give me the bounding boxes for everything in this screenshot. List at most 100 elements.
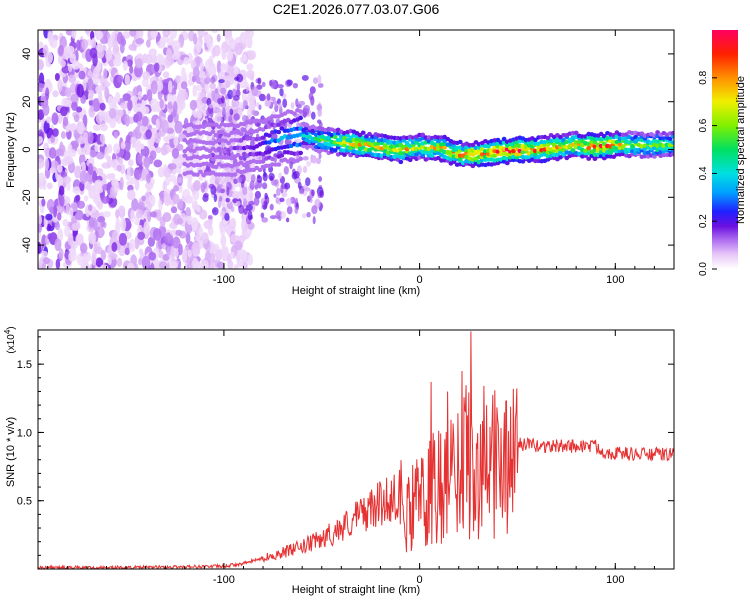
heatmap-cell [68,207,74,218]
heatmap-cell [204,76,211,85]
heatmap-cell [76,121,85,135]
heatmap-cell [246,69,255,79]
heatmap-cell [57,212,62,221]
heatmap-cell [217,71,226,81]
heatmap-cell [141,115,149,127]
heatmap-cell [117,109,124,117]
heatmap-cell [124,114,130,127]
heatmap-cell [238,131,244,136]
heatmap-cell [317,83,324,88]
heatmap-cell [122,60,128,71]
heatmap-cell [153,132,162,144]
heatmap-cell [243,208,248,215]
heatmap-cell [116,164,122,172]
heatmap-cell [592,156,598,161]
heatmap-cell [47,31,53,43]
heatmap-cell [76,200,86,209]
heatmap-cell [192,111,200,118]
heatmap-cell [470,142,476,148]
snr-series [38,331,674,569]
heatmap-cell [367,131,372,137]
heatmap-cell [126,180,134,187]
heatmap-cell [228,115,233,123]
heatmap-cell [164,232,174,244]
heatmap-cell [103,81,111,88]
heatmap-cell [192,66,200,78]
heatmap-cell [158,261,168,269]
heatmap-cell [127,158,134,167]
heatmap-cell [87,78,94,92]
heatmap-cell [193,261,201,269]
heatmap-cell [71,215,77,226]
heatmap-cell [273,193,277,198]
heatmap-cell [147,236,156,247]
heatmap-cell [150,80,158,95]
heatmap-cell [298,189,305,195]
heatmap-cell [261,182,268,190]
heatmap-cell [191,242,201,256]
heatmap-cell [301,74,309,81]
heatmap-cell [143,220,150,235]
heatmap-cell [360,130,366,135]
heatmap-cell [256,102,260,108]
x-tick-label: -100 [213,274,235,286]
heatmap-cell [318,153,322,159]
heatmap-cell [195,56,201,68]
heatmap-cell [236,83,241,91]
heatmap-cell [290,101,295,109]
heatmap-cell [95,167,104,175]
heatmap-cell [55,148,64,156]
snr-y-label: SNR (10 * v/v) [5,417,17,487]
heatmap-cell [233,264,239,269]
heatmap-cell [182,153,188,158]
heatmap-cell [249,191,254,200]
heatmap-cell [131,139,137,149]
heatmap-cell [257,167,263,173]
heatmap-cell [136,209,143,219]
heatmap-cell [88,232,97,245]
heatmap-cell [73,114,80,123]
heatmap-cell [38,136,44,144]
heatmap-cell [44,157,50,171]
heatmap-cell [286,206,293,215]
heatmap-cell [126,262,135,269]
heatmap-cell [68,74,77,84]
heatmap-cell [112,57,122,67]
heatmap-cell [234,42,244,55]
heatmap-cell [135,139,141,148]
y-tick-label: 20 [21,96,33,108]
heatmap-cell [501,136,507,142]
heatmap-cells [38,30,674,269]
heatmap-cell [150,30,158,38]
heatmap-cell [129,64,134,74]
figure-title: C2E1.2026.077.03.07.G06 [273,1,440,17]
heatmap-cell [60,131,66,139]
colorbar-tick-label: 0.4 [698,166,709,180]
heatmap-cell [184,195,194,204]
heatmap-cell [71,222,79,231]
heatmap-cell [51,112,59,126]
heatmap-cell [208,183,215,190]
heatmap-cell [219,129,225,135]
heatmap-cell [92,53,98,67]
heatmap-cell [241,250,248,261]
heatmap-cell [226,50,234,62]
heatmap-cell [41,250,48,258]
heatmap-cell [126,59,133,67]
heatmap-cell [181,67,186,80]
heatmap-cell [38,223,42,233]
heatmap-cell [248,200,255,206]
heatmap-cell [245,86,250,92]
heatmap-cell [407,157,413,163]
heatmap-cell [216,261,225,269]
colorbar-label: Normalized spectral amplitude [735,76,747,224]
heatmap-cell [142,71,151,81]
heatmap-cell [62,116,69,127]
heatmap-cell [83,195,89,202]
heatmap-cell [221,96,225,104]
heatmap-cell [309,86,316,94]
heatmap-cell [154,62,160,73]
colorbar-tick-label: 0.8 [698,70,709,84]
heatmap-cell [216,185,222,194]
